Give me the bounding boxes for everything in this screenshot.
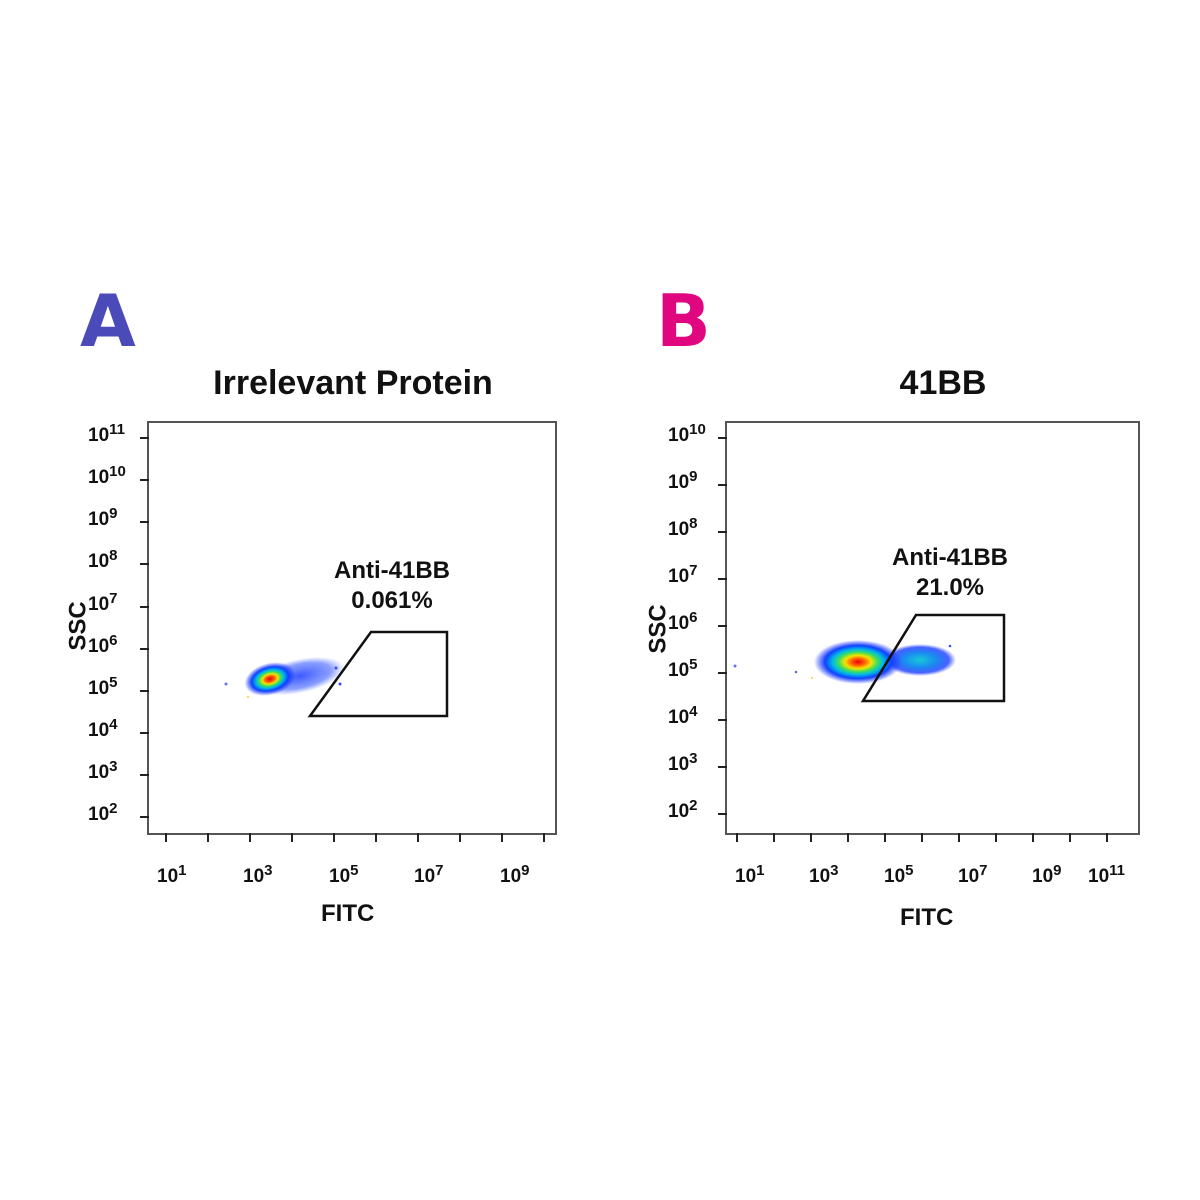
x-tick-a-9: 109 xyxy=(500,862,530,887)
y-tick-b-6: 106 xyxy=(668,609,698,634)
y-tick-b-4: 104 xyxy=(668,703,698,728)
plot-title-b: 41BB xyxy=(899,364,987,402)
y-tick-a-7: 107 xyxy=(88,590,118,615)
x-axis-title-b: FITC xyxy=(900,904,954,931)
x-axis-ticks-b xyxy=(736,833,1108,842)
x-tick-a-1: 101 xyxy=(157,862,187,887)
gate-name-b: Anti-41BB xyxy=(891,544,1008,571)
gate-name-a: Anti-41BB xyxy=(333,557,450,584)
x-tick-b-7: 107 xyxy=(958,862,988,887)
y-tick-b-2: 102 xyxy=(668,797,698,822)
plot-title-a: Irrelevant Protein xyxy=(213,364,493,402)
y-tick-a-5: 105 xyxy=(88,674,118,699)
y-tick-b-5: 105 xyxy=(668,656,698,681)
y-tick-b-10: 1010 xyxy=(668,421,706,446)
y-tick-a-10: 1010 xyxy=(88,463,126,488)
x-tick-b-3: 103 xyxy=(809,862,839,887)
y-tick-b-7: 107 xyxy=(668,562,698,587)
gate-percent-b: 21.0% xyxy=(915,574,985,601)
y-axis-title-b: SSC xyxy=(644,604,672,654)
panel-letter-b: B xyxy=(656,279,711,363)
y-tick-a-2: 102 xyxy=(88,800,118,825)
x-tick-a-5: 105 xyxy=(329,862,359,887)
y-tick-a-9: 109 xyxy=(88,505,118,530)
y-tick-a-4: 104 xyxy=(88,716,118,741)
x-axis-ticks-a xyxy=(165,833,545,842)
y-tick-a-6: 106 xyxy=(88,632,118,657)
x-tick-b-11: 1011 xyxy=(1088,862,1125,887)
gate-anti-41bb-a xyxy=(307,630,449,718)
plot-area-b xyxy=(725,421,1140,835)
y-tick-b-8: 108 xyxy=(668,515,698,540)
x-tick-a-7: 107 xyxy=(414,862,444,887)
x-tick-b-5: 105 xyxy=(884,862,914,887)
y-tick-a-8: 108 xyxy=(88,547,118,572)
y-axis-ticks-a xyxy=(140,437,149,818)
x-tick-b-9: 109 xyxy=(1032,862,1062,887)
y-axis-ticks-b xyxy=(718,437,727,815)
gate-anti-41bb-b xyxy=(860,613,1006,703)
y-tick-b-9: 109 xyxy=(668,468,698,493)
panel-letter-a: A xyxy=(80,279,136,363)
gate-percent-a: 0.061% xyxy=(351,587,433,614)
gate-label-a: Anti-41BB 0.061% xyxy=(322,556,462,616)
gate-label-b: Anti-41BB 21.0% xyxy=(880,543,1020,603)
y-tick-b-3: 103 xyxy=(668,750,698,775)
x-axis-title-a: FITC xyxy=(321,900,375,927)
y-tick-a-11: 1011 xyxy=(88,421,125,446)
x-tick-b-1: 101 xyxy=(735,862,765,887)
plot-area-a xyxy=(147,421,557,835)
x-tick-a-3: 103 xyxy=(243,862,273,887)
y-tick-a-3: 103 xyxy=(88,758,118,783)
cell-population-a xyxy=(224,656,345,699)
cell-population-b xyxy=(733,640,956,684)
